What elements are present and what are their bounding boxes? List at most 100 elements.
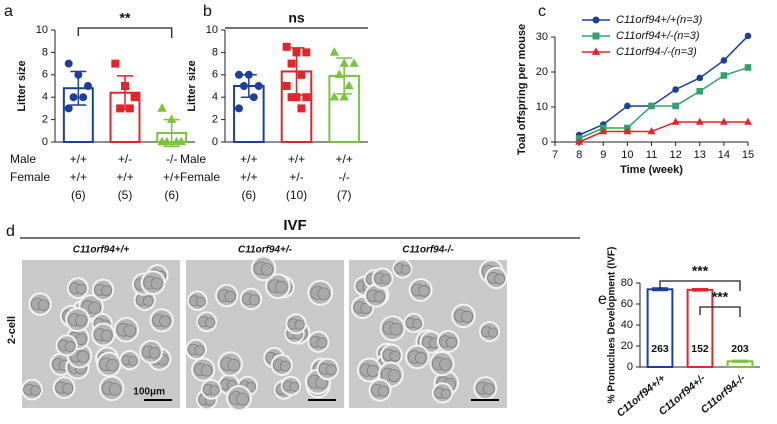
embryo-cell: [62, 383, 74, 395]
column-label: C11orf94+/-: [238, 245, 293, 256]
marker: [125, 104, 134, 113]
y-tick-label: 10: [536, 101, 548, 113]
legend-label: C11orf94-/-(n=3): [616, 46, 697, 58]
marker: [79, 93, 88, 102]
embryo-cell: [325, 364, 337, 376]
y-tick-label: 30: [536, 31, 548, 43]
x-tick-label: 9: [600, 149, 606, 161]
x-row-cell: -/-: [339, 170, 350, 184]
legend-label: C11orf94+/-(n=3): [616, 30, 700, 42]
bar: [686, 288, 714, 369]
y-tick-label: 8: [42, 46, 48, 58]
embryo-cell: [37, 299, 50, 311]
y-tick-label: 4: [212, 91, 218, 103]
y-tick-label: 2: [42, 114, 48, 126]
marker: [719, 117, 728, 125]
embryo-cell: [76, 350, 90, 363]
embryo-cell: [159, 315, 172, 328]
embryo-cell: [414, 351, 427, 364]
x-tick-label: 12: [670, 149, 682, 161]
significance-label: **: [120, 10, 131, 26]
embryo-cell: [101, 285, 113, 297]
x-row-cell: +/+: [240, 170, 257, 184]
significance-label: ns: [288, 10, 305, 26]
ivf-title: IVF: [283, 217, 306, 234]
marker: [648, 102, 655, 110]
marker: [74, 70, 83, 79]
marker: [672, 102, 679, 110]
significance-label: ***: [692, 263, 709, 279]
y-axis-label: % Pronuclues Development (IVF): [607, 247, 618, 404]
marker: [695, 117, 704, 125]
embryo-cell: [148, 346, 161, 359]
marker: [64, 59, 73, 68]
embryo-cell: [412, 318, 423, 329]
marker: [287, 93, 296, 102]
micrograph: [21, 260, 180, 408]
x-tick-label: 13: [694, 149, 706, 161]
n-label: (10): [286, 188, 307, 202]
significance-bracket: [699, 306, 741, 317]
embryo-cell: [389, 350, 401, 362]
x-row-cell: +/+: [116, 170, 133, 184]
x-tick-label: 7: [552, 149, 558, 161]
embryo-cell: [100, 329, 113, 342]
n-label: (7): [337, 188, 352, 202]
marker: [297, 70, 306, 79]
x-tick-label: 14: [718, 149, 730, 161]
embryo-cell: [64, 341, 76, 352]
marker: [287, 59, 296, 68]
marker: [339, 91, 349, 101]
embryo-cell: [482, 383, 495, 396]
panel-letter: b: [203, 3, 212, 20]
marker: [592, 16, 600, 24]
embryo-cell: [142, 295, 154, 307]
embryo-cell: [440, 388, 452, 400]
micrograph: [349, 258, 508, 408]
y-tick-label: 20: [536, 66, 548, 78]
panel-letter: e: [598, 291, 607, 308]
y-tick-label: 80: [621, 277, 633, 289]
marker: [696, 74, 704, 82]
x-tick-label: 10: [621, 149, 633, 161]
marker: [744, 64, 752, 71]
marker: [249, 93, 258, 102]
error-bar: [732, 359, 748, 363]
n-label: (6): [164, 188, 179, 202]
y-axis-label: Toal offspring per mouse: [516, 24, 528, 155]
embryo-cell: [106, 359, 119, 372]
x-row-label: Female: [180, 170, 220, 184]
x-axis-label: Time (week): [620, 164, 683, 176]
embryo-cell: [387, 369, 401, 382]
x-row-label: Male: [10, 152, 36, 166]
marker: [647, 127, 656, 135]
x-tick-label: 11: [646, 149, 657, 161]
marker: [64, 104, 73, 113]
marker: [592, 32, 600, 40]
x-row-cell: +/-: [289, 170, 303, 184]
marker: [672, 86, 679, 93]
marker: [696, 87, 704, 95]
y-tick-label: 6: [212, 69, 218, 81]
embryo-cell: [200, 364, 213, 377]
embryo-cell: [360, 302, 372, 315]
marker: [239, 82, 248, 90]
embryo-cell: [446, 336, 458, 349]
x-row-cell: +/+: [163, 170, 180, 184]
embryo-cell: [373, 290, 386, 303]
marker: [254, 82, 263, 90]
embryo-cell: [205, 317, 216, 328]
x-row-cell: +/+: [335, 152, 352, 166]
marker: [329, 91, 340, 101]
panel-letter: d: [6, 223, 15, 240]
x-row-label: Female: [10, 170, 50, 184]
marker: [344, 80, 354, 90]
y-tick-label: 20: [621, 340, 633, 352]
marker: [171, 136, 182, 146]
marker: [282, 42, 291, 51]
count-label: 263: [651, 343, 669, 355]
embryo-cell: [389, 322, 403, 336]
embryo-cell: [294, 319, 305, 331]
embryo-cell: [227, 358, 240, 372]
series-line: [578, 121, 748, 143]
